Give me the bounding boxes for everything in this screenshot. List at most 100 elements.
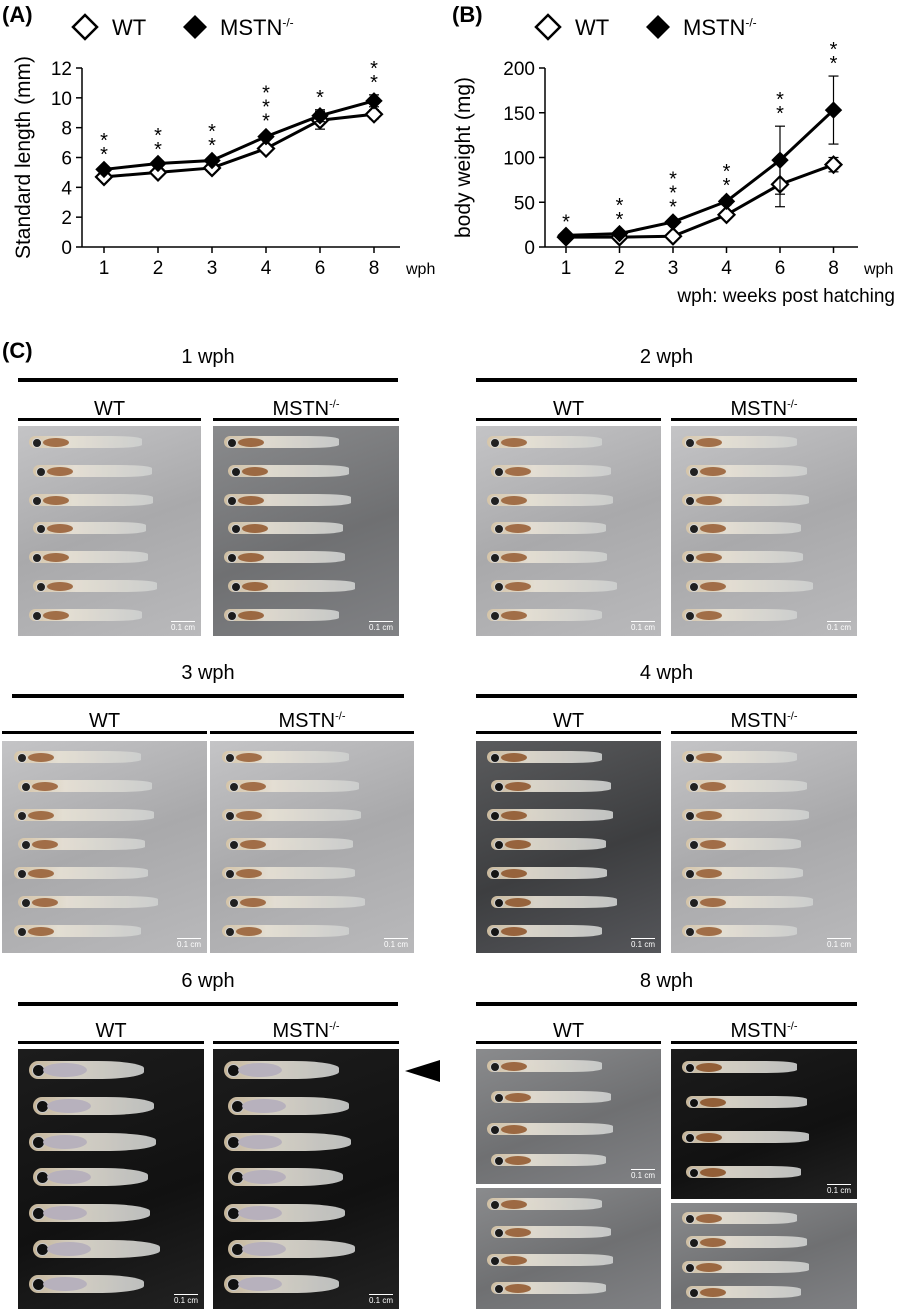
fish-eye <box>490 610 501 621</box>
group-label-mstn-text: MSTN <box>730 1020 788 1042</box>
data-point-wt <box>148 162 168 182</box>
x-tick-label: 1 <box>561 258 572 279</box>
section-divider <box>12 694 404 698</box>
fish-specimen <box>228 1239 355 1258</box>
fish-eye <box>231 466 242 477</box>
group-label-mstn-text: MSTN <box>730 710 788 732</box>
fish-eye <box>494 1227 505 1238</box>
fish-eye <box>494 466 505 477</box>
fish-specimen <box>491 1091 612 1104</box>
group-label-mstn-sup: -/- <box>329 1020 340 1033</box>
data-point-mstn <box>257 127 275 146</box>
fish-body <box>700 1238 727 1248</box>
scale-bar: 0.1 cm <box>630 938 655 949</box>
photo-panel <box>476 1188 661 1309</box>
data-point-mstn <box>311 107 329 125</box>
group-divider <box>18 1041 204 1044</box>
fish-specimen <box>228 579 355 592</box>
fish-body <box>501 811 528 821</box>
legend-a-mstn-marker <box>183 15 207 39</box>
fish-specimen <box>226 838 353 851</box>
fish-specimen <box>682 608 798 621</box>
fish-specimen <box>491 522 606 535</box>
fish-eye <box>231 581 242 592</box>
significance-star: * <box>669 168 677 190</box>
legend-a-mstn-sup: -/- <box>282 15 294 30</box>
fish-specimen <box>224 493 351 506</box>
fish-body <box>238 495 265 505</box>
fish-body <box>505 1227 532 1237</box>
significance-star: * <box>154 125 162 147</box>
section-title: 3 wph <box>181 662 235 684</box>
y-axis-label: Standard length (mm) <box>12 56 35 259</box>
group-label-mstn-text: MSTN <box>278 710 336 732</box>
scale-bar: 0.1 cm <box>826 938 851 949</box>
fish-eye <box>31 438 42 449</box>
scale-bar-label: 0.1 cm <box>170 623 195 632</box>
fish-body <box>46 524 73 534</box>
fish-specimen <box>487 551 608 564</box>
y-tick-label: 4 <box>61 178 72 199</box>
fish-eye <box>689 1287 700 1298</box>
fish-specimen <box>18 896 158 909</box>
fish-body <box>242 466 269 476</box>
scale-bar: 0.1 cm <box>176 938 201 949</box>
x-tick-label: 6 <box>315 258 326 279</box>
fish-body <box>42 438 69 448</box>
fish-eye <box>494 581 505 592</box>
fish-body <box>501 1256 528 1266</box>
significance-star: * <box>262 97 270 119</box>
fish-specimen <box>682 751 798 764</box>
fish-body <box>696 1213 723 1223</box>
fish-body <box>696 610 723 620</box>
fish-body <box>47 1099 92 1114</box>
fish-specimen <box>14 751 142 764</box>
fish-eye <box>685 438 696 449</box>
fish-body <box>696 1132 723 1142</box>
data-point-wt <box>256 138 276 159</box>
significance-star: * <box>100 130 108 152</box>
photo-panel: 0.1 cm <box>671 741 857 953</box>
group-label-mstn: MSTN-/- <box>213 398 399 421</box>
fish-eye <box>225 753 236 764</box>
fish-specimen <box>226 896 365 909</box>
scale-bar: 0.1 cm <box>630 1169 655 1180</box>
photo-panel: 0.1 cm <box>671 1049 857 1199</box>
fish-body <box>236 869 263 879</box>
fish-eye <box>689 840 700 851</box>
scale-bar-line <box>173 1294 198 1295</box>
group-label-mstn-text: MSTN <box>272 1020 330 1042</box>
scale-bar-label: 0.1 cm <box>368 623 393 632</box>
fish-body <box>696 1063 723 1073</box>
fish-specimen <box>228 1097 350 1116</box>
group-label-wt: WT <box>552 710 585 732</box>
photo-panel: 0.1 cm <box>18 426 201 636</box>
photo-panel <box>671 1203 857 1309</box>
fish-specimen <box>686 522 802 535</box>
x-axis-unit: wph <box>405 261 435 278</box>
fish-specimen <box>682 925 798 938</box>
arrowhead-icon <box>405 1060 440 1082</box>
fish-specimen <box>28 436 143 449</box>
panel-a-label: (A) <box>2 2 33 27</box>
significance-star: * <box>208 121 216 143</box>
fish-body <box>501 1061 528 1071</box>
photo-panel: 0.1 cm <box>18 1049 204 1309</box>
section-title: 4 wph <box>639 662 694 684</box>
data-point-mstn <box>610 224 629 243</box>
section-divider <box>476 378 857 382</box>
fish-eye <box>685 1063 696 1074</box>
fish-body <box>700 782 727 792</box>
photo-panel: 0.1 cm <box>210 741 414 953</box>
fish-specimen <box>487 1197 602 1210</box>
fish-specimen <box>28 493 154 506</box>
fish-body <box>501 927 528 937</box>
fish-body <box>696 495 723 505</box>
fish-specimen <box>228 1168 344 1187</box>
scale-bar-label: 0.1 cm <box>176 940 201 949</box>
group-label-mstn-text: MSTN <box>730 398 788 420</box>
significance-star: * <box>616 195 624 217</box>
panel-c-label: (C) <box>2 338 33 363</box>
fish-eye <box>689 524 700 535</box>
